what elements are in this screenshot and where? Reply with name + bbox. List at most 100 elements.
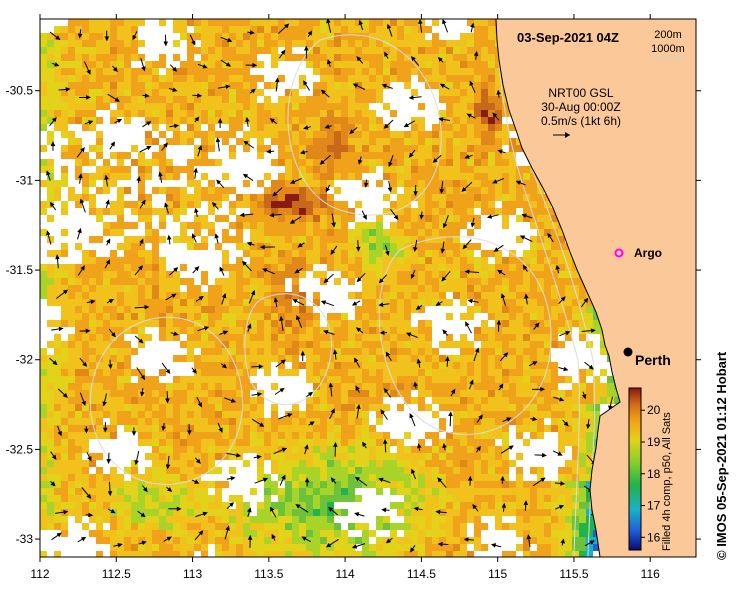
- sst-cell: [425, 369, 432, 376]
- sst-cell: [117, 96, 124, 103]
- sst-cell: [446, 40, 453, 47]
- sst-cell: [509, 334, 516, 341]
- sst-cell: [509, 376, 516, 383]
- current-vector: [140, 58, 146, 72]
- sst-cell: [439, 243, 446, 250]
- sst-cell: [215, 439, 222, 446]
- sst-cell: [509, 278, 516, 285]
- sst-cell: [271, 194, 278, 201]
- sst-cell: [201, 516, 208, 523]
- sst-cell: [271, 327, 278, 334]
- sst-cell: [159, 285, 166, 292]
- current-vector: [195, 295, 204, 302]
- sst-cell: [124, 33, 131, 40]
- sst-cell: [264, 131, 271, 138]
- sst-cell: [96, 530, 103, 537]
- sst-cell: [467, 243, 474, 250]
- sst-cell: [229, 530, 236, 537]
- sst-cell: [292, 187, 299, 194]
- sst-cell: [439, 96, 446, 103]
- sst-cell: [383, 474, 390, 481]
- sst-cell: [467, 355, 474, 362]
- sst-cell: [404, 355, 411, 362]
- sst-cell: [362, 446, 369, 453]
- sst-cell: [131, 551, 138, 557]
- sst-cell: [103, 187, 110, 194]
- sst-cell: [40, 68, 47, 75]
- sst-cell: [390, 460, 397, 467]
- sst-cell: [334, 236, 341, 243]
- sst-cell: [131, 530, 138, 537]
- sst-cell: [565, 523, 572, 530]
- sst-cell: [404, 187, 411, 194]
- sst-cell: [208, 453, 215, 460]
- current-vector: [445, 356, 450, 367]
- current-vector: [269, 212, 282, 218]
- sst-cell: [292, 313, 299, 320]
- sst-cell: [558, 320, 565, 327]
- sst-cell: [516, 530, 523, 537]
- sst-cell: [75, 439, 82, 446]
- sst-cell: [481, 40, 488, 47]
- sst-cell: [257, 75, 264, 82]
- sst-cell: [236, 383, 243, 390]
- sst-cell: [187, 418, 194, 425]
- current-vector: [134, 335, 144, 344]
- sst-cell: [523, 313, 530, 320]
- sst-cell: [138, 110, 145, 117]
- sst-cell: [117, 187, 124, 194]
- sst-cell: [397, 278, 404, 285]
- sst-cell: [229, 369, 236, 376]
- sst-cell: [159, 103, 166, 110]
- sst-cell: [509, 187, 516, 194]
- sst-cell: [530, 313, 537, 320]
- sst-cell: [264, 40, 271, 47]
- sst-cell: [103, 26, 110, 33]
- sst-cell: [341, 397, 348, 404]
- sst-cell: [201, 145, 208, 152]
- sst-cell: [292, 467, 299, 474]
- sst-cell: [306, 523, 313, 530]
- sst-cell: [537, 215, 544, 222]
- sst-cell: [159, 460, 166, 467]
- sst-cell: [341, 110, 348, 117]
- sst-cell: [481, 278, 488, 285]
- sst-cell: [565, 544, 572, 551]
- sst-cell: [201, 131, 208, 138]
- sst-cell: [229, 236, 236, 243]
- current-vector: [169, 64, 178, 72]
- sst-cell: [320, 488, 327, 495]
- sst-cell: [341, 404, 348, 411]
- sst-cell: [334, 166, 341, 173]
- sst-cell: [509, 369, 516, 376]
- sst-cell: [201, 292, 208, 299]
- sst-cell: [61, 404, 68, 411]
- sst-cell: [418, 166, 425, 173]
- sst-cell: [173, 194, 180, 201]
- sst-cell: [215, 187, 222, 194]
- sst-cell: [530, 208, 537, 215]
- sst-cell: [40, 145, 47, 152]
- current-vector: [158, 171, 163, 183]
- sst-cell: [502, 215, 509, 222]
- sst-cell: [250, 96, 257, 103]
- sst-cell: [425, 390, 432, 397]
- sst-cell: [362, 306, 369, 313]
- sst-cell: [299, 194, 306, 201]
- sst-cell: [362, 327, 369, 334]
- sst-cell: [250, 537, 257, 544]
- sst-cell: [390, 453, 397, 460]
- sst-cell: [355, 418, 362, 425]
- sst-cell: [481, 152, 488, 159]
- sst-cell: [82, 19, 89, 26]
- sst-cell: [285, 334, 292, 341]
- sst-cell: [271, 425, 278, 432]
- sst-cell: [383, 320, 390, 327]
- sst-cell: [376, 33, 383, 40]
- sst-cell: [124, 40, 131, 47]
- sst-cell: [124, 236, 131, 243]
- sst-cell: [229, 117, 236, 124]
- sst-cell: [285, 530, 292, 537]
- sst-cell: [509, 355, 516, 362]
- sst-cell: [54, 278, 61, 285]
